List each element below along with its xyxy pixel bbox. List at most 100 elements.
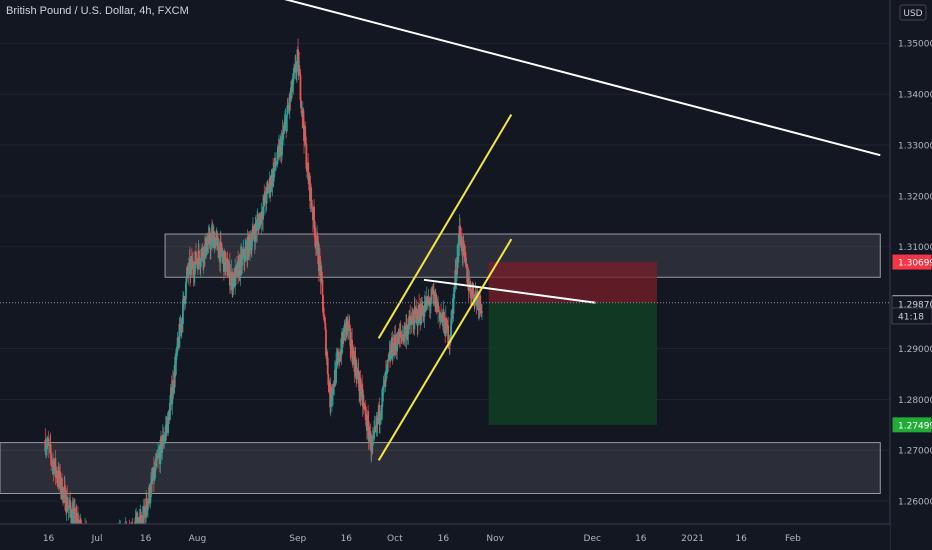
descending-trendline xyxy=(284,0,881,157)
candle-body xyxy=(339,358,342,360)
candle-body xyxy=(254,223,257,243)
candle-body xyxy=(189,263,192,275)
candle-body xyxy=(440,314,443,318)
candle-body xyxy=(256,220,259,231)
candle-body xyxy=(425,299,428,310)
candle-body xyxy=(414,308,416,312)
candle-body xyxy=(462,240,465,245)
stop-price-label: 1.30699 xyxy=(898,259,932,269)
candle-body xyxy=(412,318,415,326)
candle-body xyxy=(161,445,164,453)
candle-body xyxy=(298,71,301,75)
candle-body xyxy=(421,303,423,313)
target-price-label-box xyxy=(891,416,932,434)
price-marker-label: 1.29870 xyxy=(898,301,932,311)
candle-body xyxy=(446,320,448,330)
candle-body xyxy=(386,364,388,369)
candle-body xyxy=(292,73,295,85)
candle-body xyxy=(252,226,255,234)
candle-body xyxy=(326,355,329,358)
candle-body xyxy=(134,520,137,525)
candle-body xyxy=(436,300,439,311)
candle-body xyxy=(416,311,419,326)
candle-body xyxy=(407,325,410,335)
candle-body xyxy=(443,320,446,334)
candle-body xyxy=(221,252,224,258)
candle-body xyxy=(450,318,453,337)
candle-body xyxy=(330,386,333,402)
candle-body xyxy=(462,240,464,256)
candle-body xyxy=(46,444,48,448)
target-price-label: 1.27499 xyxy=(898,421,932,431)
candle-body xyxy=(195,261,198,264)
candle-body xyxy=(321,279,324,295)
chart-drawings[interactable] xyxy=(0,0,890,461)
candle-body xyxy=(363,404,366,408)
price-tick-label: 1.27000 xyxy=(898,447,932,457)
candle-body xyxy=(167,412,170,433)
candle-body xyxy=(409,317,412,324)
candle-body xyxy=(291,84,294,92)
candle-body xyxy=(361,384,364,390)
time-tick-label: Nov xyxy=(486,534,504,544)
candle-body xyxy=(206,245,209,253)
time-axis[interactable]: 16 Jul 16 Aug Sep 16 Oct 16 Nov Dec 16 2021 16 Feb xyxy=(0,523,890,550)
candle-body xyxy=(220,241,222,244)
candle-body xyxy=(299,74,302,101)
candle-body xyxy=(241,254,244,256)
chart-zones xyxy=(0,233,881,494)
candle-body xyxy=(63,486,66,492)
candle-body xyxy=(206,244,209,246)
candle-body xyxy=(171,394,174,405)
take-profit-zone xyxy=(488,302,657,425)
time-tick-label: Jul xyxy=(91,534,103,544)
candle-body xyxy=(145,498,148,508)
candle-body xyxy=(385,368,388,374)
stop-price-label-box xyxy=(891,253,932,271)
candle-body xyxy=(471,290,473,298)
candle-body xyxy=(347,327,350,331)
candle-body xyxy=(394,334,397,345)
candle-body xyxy=(354,357,357,372)
candle-body xyxy=(277,146,280,148)
candle-body xyxy=(332,384,334,395)
candle-body xyxy=(215,236,218,241)
candle-body xyxy=(457,242,460,263)
candle-body xyxy=(452,293,455,314)
candle-body xyxy=(169,395,172,405)
candle-body xyxy=(199,261,202,266)
candle-body xyxy=(148,487,151,502)
price-axis[interactable]: USD 1.35000 1.34000 1.33000 1.32000 1.31000 1.… xyxy=(889,0,932,550)
candle-body xyxy=(372,434,375,439)
candle-body xyxy=(225,258,228,260)
candle-body xyxy=(360,395,362,397)
candle-body xyxy=(151,477,154,481)
candle-body xyxy=(274,157,277,166)
candle-body xyxy=(371,438,374,446)
candle-body xyxy=(159,439,162,464)
candle-body xyxy=(379,418,381,423)
candle-body xyxy=(311,208,314,213)
candle-body xyxy=(164,426,167,432)
candle-body xyxy=(481,311,483,313)
candle-body xyxy=(408,316,410,326)
candle-body xyxy=(285,114,288,132)
candle-body xyxy=(217,237,219,250)
candle-body xyxy=(410,319,413,325)
time-tick-label: 16 xyxy=(438,534,450,544)
time-tick-label: Feb xyxy=(785,534,801,544)
candle-body xyxy=(185,276,188,283)
candle-body xyxy=(244,248,247,262)
channel-upper xyxy=(377,113,513,339)
candle-body xyxy=(175,348,178,360)
candle-body xyxy=(205,252,208,255)
candle-body xyxy=(396,344,399,352)
candle-body xyxy=(399,331,402,336)
candle-body xyxy=(268,187,270,193)
candle-body xyxy=(476,295,479,304)
candle-body xyxy=(269,186,272,192)
time-tick-label: 16 xyxy=(341,534,353,544)
candle-body xyxy=(153,468,156,481)
candle-body xyxy=(415,311,418,314)
